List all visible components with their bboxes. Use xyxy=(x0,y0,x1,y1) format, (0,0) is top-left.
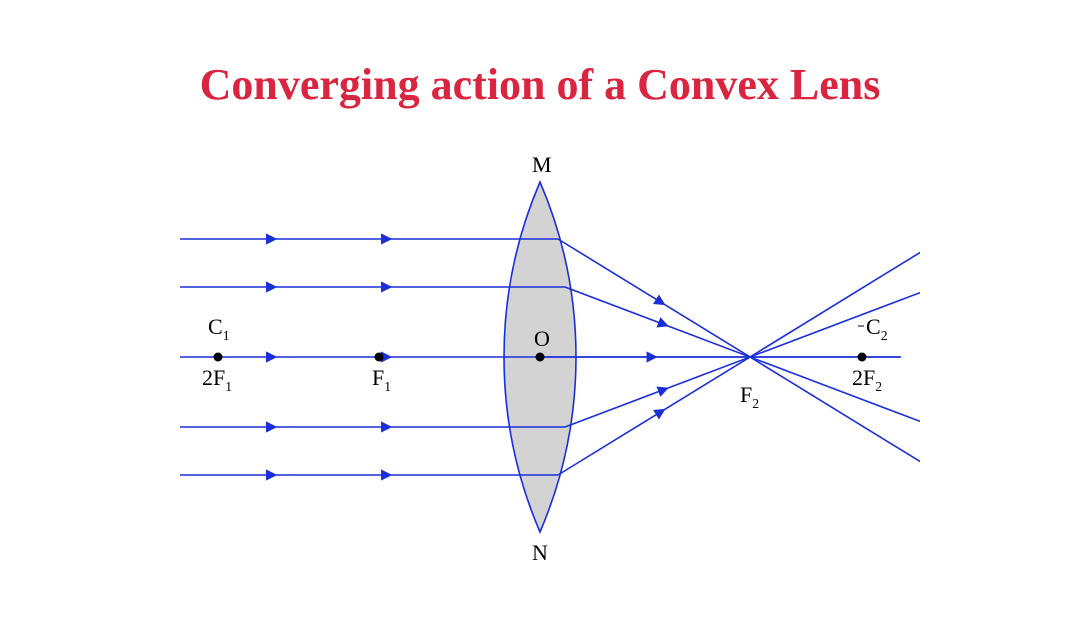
label-F2: F2 xyxy=(740,382,759,411)
point-O xyxy=(536,352,545,361)
diagram-container: C1 2F1 F1 O F2 C2 2F2 M N xyxy=(0,142,1080,572)
label-N: N xyxy=(532,540,548,565)
label-C1: C1 xyxy=(208,314,230,343)
label-M: M xyxy=(532,152,552,177)
ray-arrow-icon xyxy=(665,325,667,326)
convex-lens-diagram: C1 2F1 F1 O F2 C2 2F2 M N xyxy=(160,142,920,572)
label-O: O xyxy=(534,326,550,351)
label-2F1: 2F1 xyxy=(202,365,232,394)
ray-arrow-icon xyxy=(665,388,667,389)
ray-arrow-icon xyxy=(662,302,664,303)
page-title: Converging action of a Convex Lens xyxy=(0,29,1080,112)
ray-arrow-icon xyxy=(662,410,664,411)
refracted-ray xyxy=(558,245,920,475)
point-C2 xyxy=(858,352,867,361)
point-C1 xyxy=(214,352,223,361)
label-F1: F1 xyxy=(372,365,391,394)
refracted-ray xyxy=(558,239,920,469)
label-C2: C2 xyxy=(866,314,888,343)
point-F1 xyxy=(375,352,384,361)
label-2F2: 2F2 xyxy=(852,365,882,394)
